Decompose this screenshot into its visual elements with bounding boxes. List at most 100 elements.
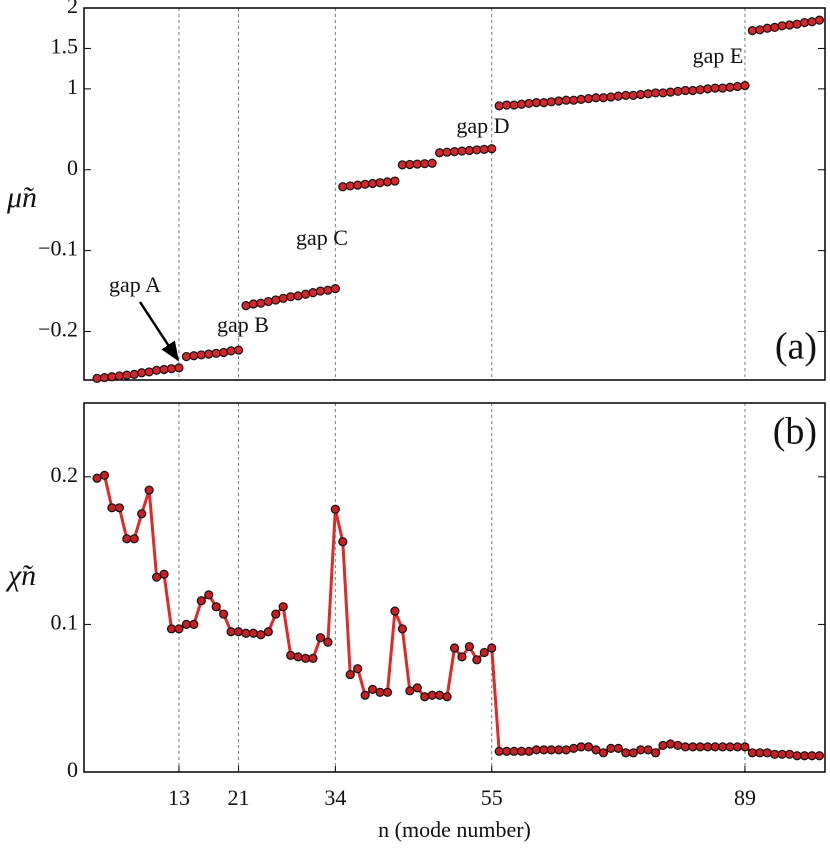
- panel-label: (a): [775, 326, 817, 368]
- data-point: [107, 372, 117, 382]
- data-point: [665, 739, 676, 749]
- data-point: [755, 25, 765, 35]
- panel-label: (b): [773, 411, 817, 453]
- data-point: [196, 596, 206, 606]
- data-point: [502, 100, 512, 110]
- data-point: [695, 742, 705, 752]
- x-tick-label: 55: [481, 785, 503, 810]
- data-point: [435, 690, 445, 700]
- data-point: [464, 641, 474, 652]
- y-tick-label: 0: [67, 155, 78, 180]
- data-point: [583, 93, 594, 104]
- data-point: [464, 145, 474, 156]
- y-axis-title: χ̃n: [5, 559, 36, 592]
- data-point: [703, 742, 713, 752]
- data-point: [382, 177, 393, 187]
- data-point: [799, 17, 810, 28]
- data-point: [561, 95, 571, 105]
- data-point: [166, 364, 177, 374]
- data-point: [516, 746, 527, 756]
- data-point: [494, 101, 504, 111]
- data-point: [606, 92, 616, 102]
- data-point: [628, 748, 638, 758]
- data-point: [338, 537, 348, 547]
- data-point: [286, 650, 296, 660]
- data-point: [375, 687, 385, 697]
- data-point: [695, 85, 705, 95]
- data-point: [732, 742, 743, 752]
- data-point: [650, 88, 661, 98]
- data-point: [397, 160, 407, 170]
- data-point: [673, 86, 683, 96]
- data-point: [524, 746, 534, 756]
- data-point: [703, 84, 713, 94]
- data-point: [286, 292, 296, 302]
- data-point: [814, 15, 825, 25]
- data-point: [181, 351, 191, 362]
- data-point: [740, 742, 750, 752]
- data-point: [502, 746, 512, 756]
- data-point: [770, 22, 780, 33]
- data-point: [390, 176, 400, 186]
- data-point: [554, 745, 564, 755]
- data-point: [405, 686, 415, 696]
- plot-frame: [83, 402, 826, 773]
- data-point: [658, 740, 668, 751]
- data-point: [181, 619, 191, 630]
- data-point: [233, 627, 244, 637]
- data-point: [576, 742, 586, 752]
- data-point: [777, 749, 787, 759]
- data-point: [643, 745, 653, 755]
- data-point: [688, 85, 698, 96]
- annotation: gap A: [109, 272, 161, 297]
- data-point: [367, 178, 378, 189]
- data-point: [375, 178, 385, 188]
- data-point: [99, 470, 110, 480]
- data-point: [107, 503, 117, 513]
- data-point: [509, 746, 519, 756]
- data-point: [613, 91, 623, 101]
- data-point: [747, 748, 757, 758]
- data-point: [636, 89, 646, 100]
- data-point: [308, 288, 318, 298]
- data-point: [353, 664, 363, 674]
- data-point: [420, 159, 430, 169]
- data-point: [598, 748, 609, 758]
- data-point: [174, 624, 184, 634]
- data-point: [256, 630, 266, 640]
- data-point: [390, 606, 400, 616]
- y-tick-label: 0: [67, 757, 78, 782]
- data-point: [576, 94, 586, 104]
- data-point: [435, 148, 445, 158]
- data-point: [673, 740, 683, 751]
- data-point: [598, 93, 609, 103]
- data-point: [807, 751, 817, 761]
- data-point: [226, 346, 236, 356]
- data-point: [755, 748, 765, 758]
- data-point: [747, 26, 757, 36]
- data-point: [323, 285, 333, 295]
- data-line: [96, 473, 820, 758]
- data-point: [271, 295, 281, 305]
- y-axis-title: μ̃n: [6, 181, 37, 214]
- data-point: [204, 349, 214, 359]
- data-point: [494, 746, 504, 756]
- annotation: gap B: [217, 312, 269, 337]
- data-point: [814, 751, 825, 761]
- data-point: [449, 147, 460, 157]
- data-point: [315, 286, 326, 296]
- data-point: [472, 145, 482, 155]
- data-point: [688, 742, 698, 752]
- plot-frame: [83, 7, 826, 381]
- data-point: [487, 643, 497, 653]
- y-tick-label: 1.5: [51, 33, 79, 58]
- data-point: [792, 19, 802, 29]
- data-point: [159, 569, 169, 579]
- data-point: [293, 291, 303, 301]
- data-point: [129, 534, 139, 544]
- data-point: [211, 602, 221, 612]
- data-point: [472, 655, 482, 665]
- x-tick-label: 21: [228, 785, 250, 810]
- annotation-arrow: [138, 301, 180, 362]
